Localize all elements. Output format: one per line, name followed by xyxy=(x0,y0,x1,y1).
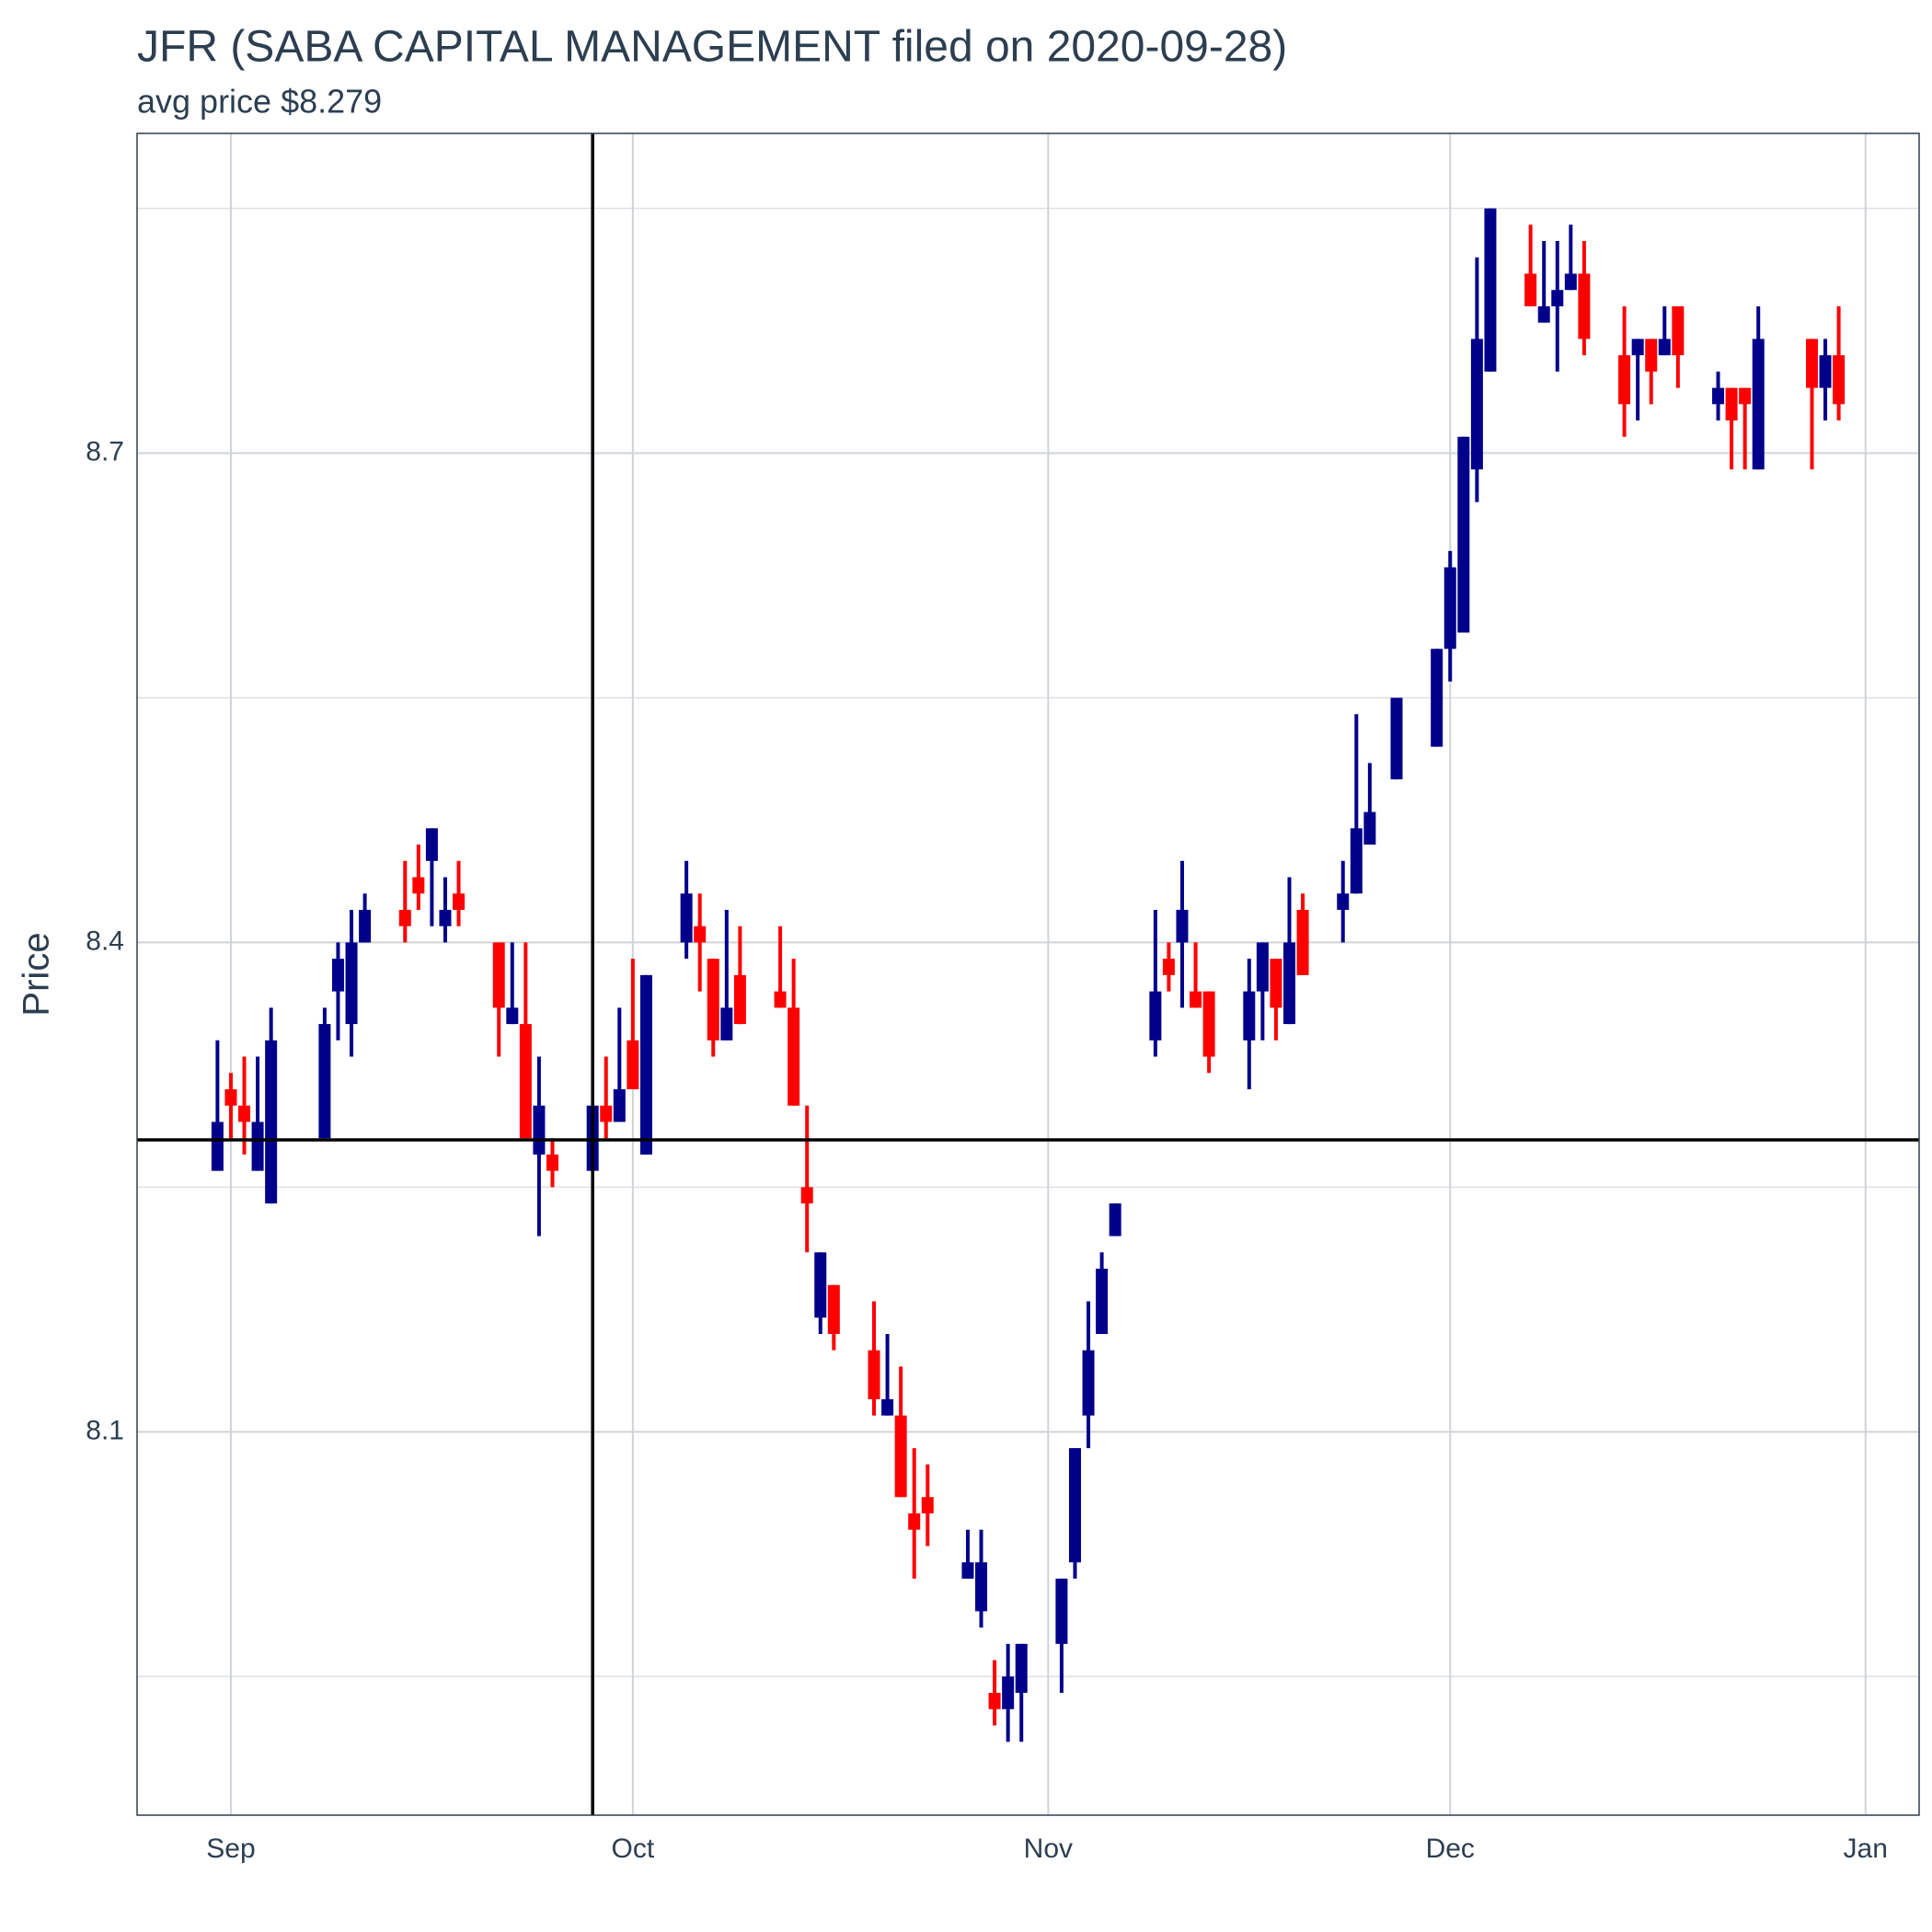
candle-body xyxy=(680,893,693,943)
candle-body xyxy=(398,909,411,926)
candle-body xyxy=(800,1187,813,1204)
candle-body xyxy=(694,926,707,943)
candle-body xyxy=(1524,273,1537,306)
candle-body xyxy=(1296,909,1309,975)
candle-body xyxy=(1470,339,1483,470)
candle-body xyxy=(1002,1676,1015,1709)
candle-body xyxy=(506,1007,519,1025)
candle-body xyxy=(453,893,466,910)
candle-body xyxy=(1243,991,1256,1041)
candle-body xyxy=(251,1121,264,1171)
candle-body xyxy=(733,974,746,1025)
candle-body xyxy=(1096,1269,1109,1334)
x-tick-label: Dec xyxy=(1426,1834,1475,1864)
candle-body xyxy=(439,909,452,926)
candle-body xyxy=(1068,1448,1081,1563)
y-tick-label: 8.1 xyxy=(86,1415,124,1445)
candle-body xyxy=(827,1284,840,1334)
candle-body xyxy=(1015,1643,1028,1694)
candle-body xyxy=(238,1105,251,1122)
candle-body xyxy=(1109,1203,1121,1236)
candle-body xyxy=(894,1415,907,1498)
candle-body xyxy=(1282,942,1295,1025)
y-tick-label: 8.7 xyxy=(86,436,124,466)
candle-body xyxy=(1725,387,1738,421)
candle-body xyxy=(1443,567,1456,650)
chart-subtitle: avg price $8.279 xyxy=(137,83,382,121)
x-tick-label: Nov xyxy=(1024,1834,1073,1864)
candle-body xyxy=(1390,697,1403,780)
candle-body xyxy=(546,1154,558,1171)
chart-title: JFR (SABA CAPITAL MANAGEMENT filed on 20… xyxy=(137,23,1287,72)
candle-body xyxy=(868,1350,880,1399)
x-tick-label: Jan xyxy=(1844,1834,1888,1864)
candle-body xyxy=(1149,991,1162,1041)
candle-body xyxy=(533,1105,546,1155)
candle-body xyxy=(1672,305,1685,356)
candle-body xyxy=(492,942,505,1008)
y-tick-label: 8.4 xyxy=(86,926,124,956)
candle-body xyxy=(1162,959,1175,975)
candle-body xyxy=(1202,991,1215,1057)
candle-body xyxy=(318,1024,331,1139)
candle-body xyxy=(988,1693,1001,1709)
panel-border xyxy=(136,132,1920,1816)
candle-body xyxy=(1805,339,1818,388)
candle-body xyxy=(1484,208,1497,372)
y-axis-label: Price xyxy=(17,932,57,1016)
candle-body xyxy=(425,828,438,861)
candle-body xyxy=(519,1024,532,1139)
candle-body xyxy=(814,1252,827,1318)
candle-body xyxy=(211,1121,224,1171)
candle-body xyxy=(639,974,652,1155)
candle-body xyxy=(881,1398,894,1416)
candle-body xyxy=(1551,290,1564,306)
candle-body xyxy=(975,1562,988,1612)
candle-body xyxy=(1190,991,1202,1008)
x-tick-label: Sep xyxy=(206,1834,255,1864)
candle-body xyxy=(707,959,719,1041)
candle-body xyxy=(1337,893,1350,910)
candle-body xyxy=(774,991,787,1008)
candle-body xyxy=(613,1088,626,1122)
candle-body xyxy=(1176,909,1189,943)
candle-body xyxy=(1712,387,1725,405)
candle-body xyxy=(1270,959,1282,1008)
candle-body xyxy=(1431,649,1443,747)
candle-body xyxy=(331,959,344,992)
plot-area: 8.1 8.4 8.7 Sep Oct Nov Dec Jan xyxy=(86,132,1920,1864)
candle-body xyxy=(1082,1350,1095,1416)
candle-body xyxy=(1819,355,1832,388)
candle-body xyxy=(1739,387,1752,405)
candle-body xyxy=(961,1562,974,1579)
candle-body xyxy=(1618,355,1631,405)
candle-body xyxy=(1457,436,1470,633)
candle-body xyxy=(1658,339,1671,356)
candle-body xyxy=(1752,339,1765,470)
candle-body xyxy=(1256,942,1269,992)
x-tick-label: Oct xyxy=(612,1834,655,1864)
candle-body xyxy=(720,1007,733,1041)
candle-body xyxy=(224,1088,237,1106)
candle-body xyxy=(908,1512,921,1530)
candle-body xyxy=(1645,339,1658,372)
candle-body xyxy=(1363,811,1376,845)
candle-body xyxy=(345,942,358,1025)
candle-body xyxy=(1631,339,1644,356)
candle-body xyxy=(265,1040,278,1204)
candle-body xyxy=(627,1040,639,1089)
candle-body xyxy=(1537,305,1550,323)
candle-body xyxy=(412,877,425,894)
candle-body xyxy=(1564,273,1577,291)
candle-body xyxy=(600,1105,613,1122)
candle-body xyxy=(1350,828,1363,894)
candle-body xyxy=(1833,355,1846,405)
candle-body xyxy=(1055,1578,1068,1644)
candle-body xyxy=(788,1007,800,1106)
candle-body xyxy=(359,909,372,943)
candle-body xyxy=(1578,273,1591,339)
candle-body xyxy=(921,1497,934,1513)
